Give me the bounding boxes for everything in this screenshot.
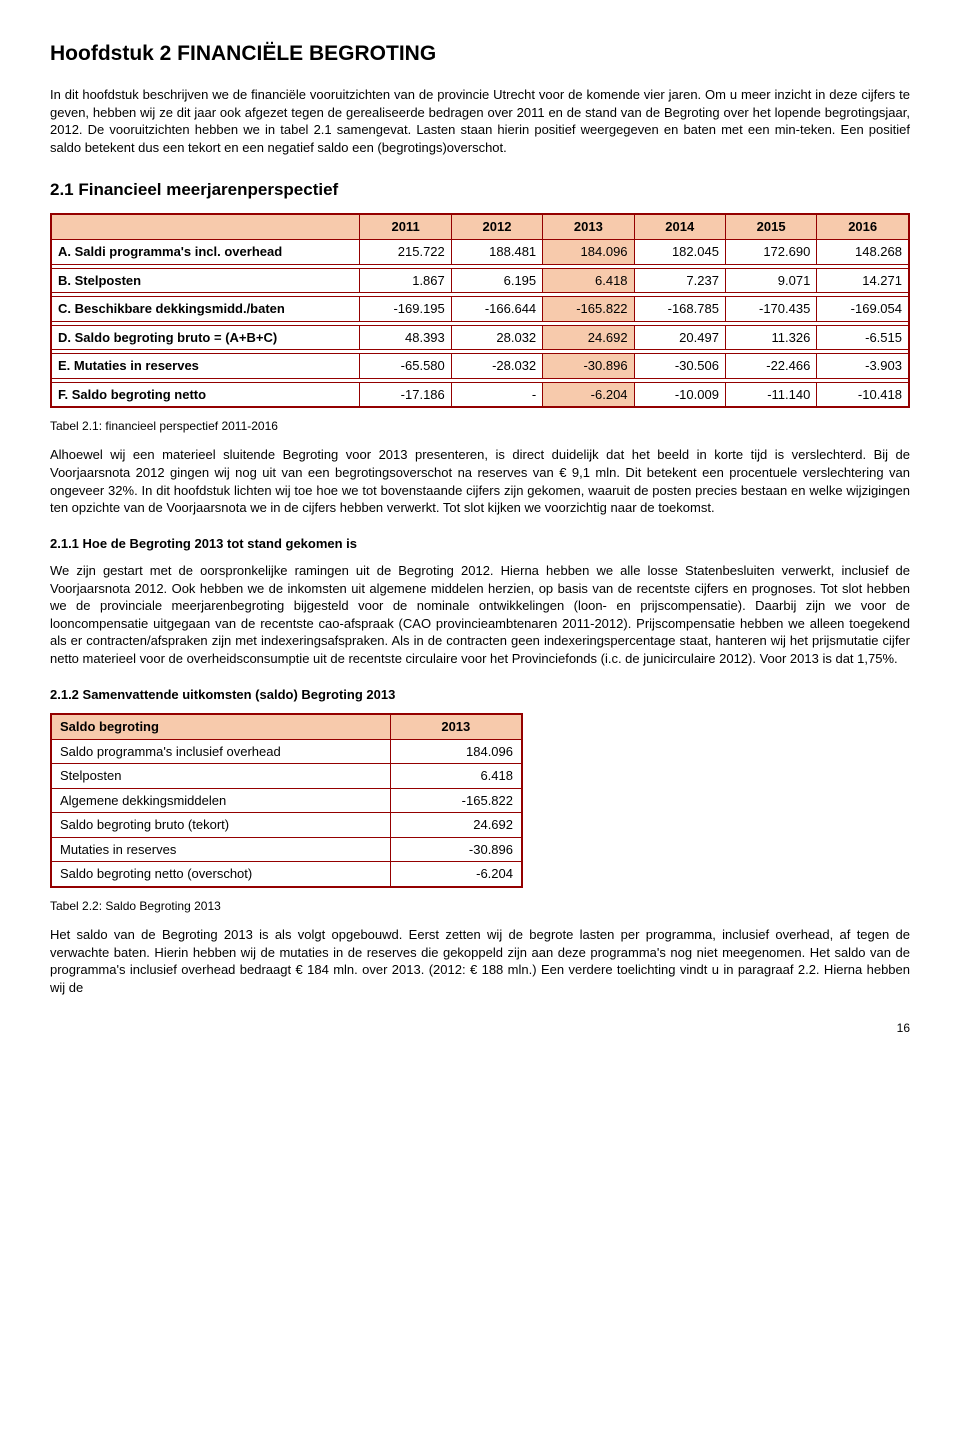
- table-row: B. Stelposten 1.867 6.195 6.418 7.237 9.…: [51, 268, 909, 293]
- table-2-2-caption: Tabel 2.2: Saldo Begroting 2013: [50, 898, 910, 914]
- table-2-2: Saldo begroting 2013 Saldo programma's i…: [50, 713, 523, 888]
- intro-paragraph: In dit hoofdstuk beschrijven we de finan…: [50, 86, 910, 156]
- table-row: D. Saldo begroting bruto = (A+B+C) 48.39…: [51, 325, 909, 350]
- paragraph: We zijn gestart met de oorspronkelijke r…: [50, 562, 910, 667]
- table-2-1: 2011 2012 2013 2014 2015 2016 A. Saldi p…: [50, 213, 910, 408]
- table-2-1-caption: Tabel 2.1: financieel perspectief 2011-2…: [50, 418, 910, 434]
- table-header-row: 2011 2012 2013 2014 2015 2016: [51, 214, 909, 239]
- table-row: E. Mutaties in reserves -65.580 -28.032 …: [51, 354, 909, 379]
- section-2-1-title: 2.1 Financieel meerjarenperspectief: [50, 179, 910, 202]
- section-2-1-2-title: 2.1.2 Samenvattende uitkomsten (saldo) B…: [50, 686, 910, 704]
- paragraph: Alhoewel wij een materieel sluitende Beg…: [50, 446, 910, 516]
- paragraph: Het saldo van de Begroting 2013 is als v…: [50, 926, 910, 996]
- page-number: 16: [50, 1020, 910, 1036]
- table-row: F. Saldo begroting netto -17.186 - -6.20…: [51, 382, 909, 407]
- section-2-1-1-title: 2.1.1 Hoe de Begroting 2013 tot stand ge…: [50, 535, 910, 553]
- chapter-title: Hoofdstuk 2 FINANCIËLE BEGROTING: [50, 40, 910, 68]
- table-row: C. Beschikbare dekkingsmidd./baten -169.…: [51, 297, 909, 322]
- table-row: A. Saldi programma's incl. overhead 215.…: [51, 240, 909, 265]
